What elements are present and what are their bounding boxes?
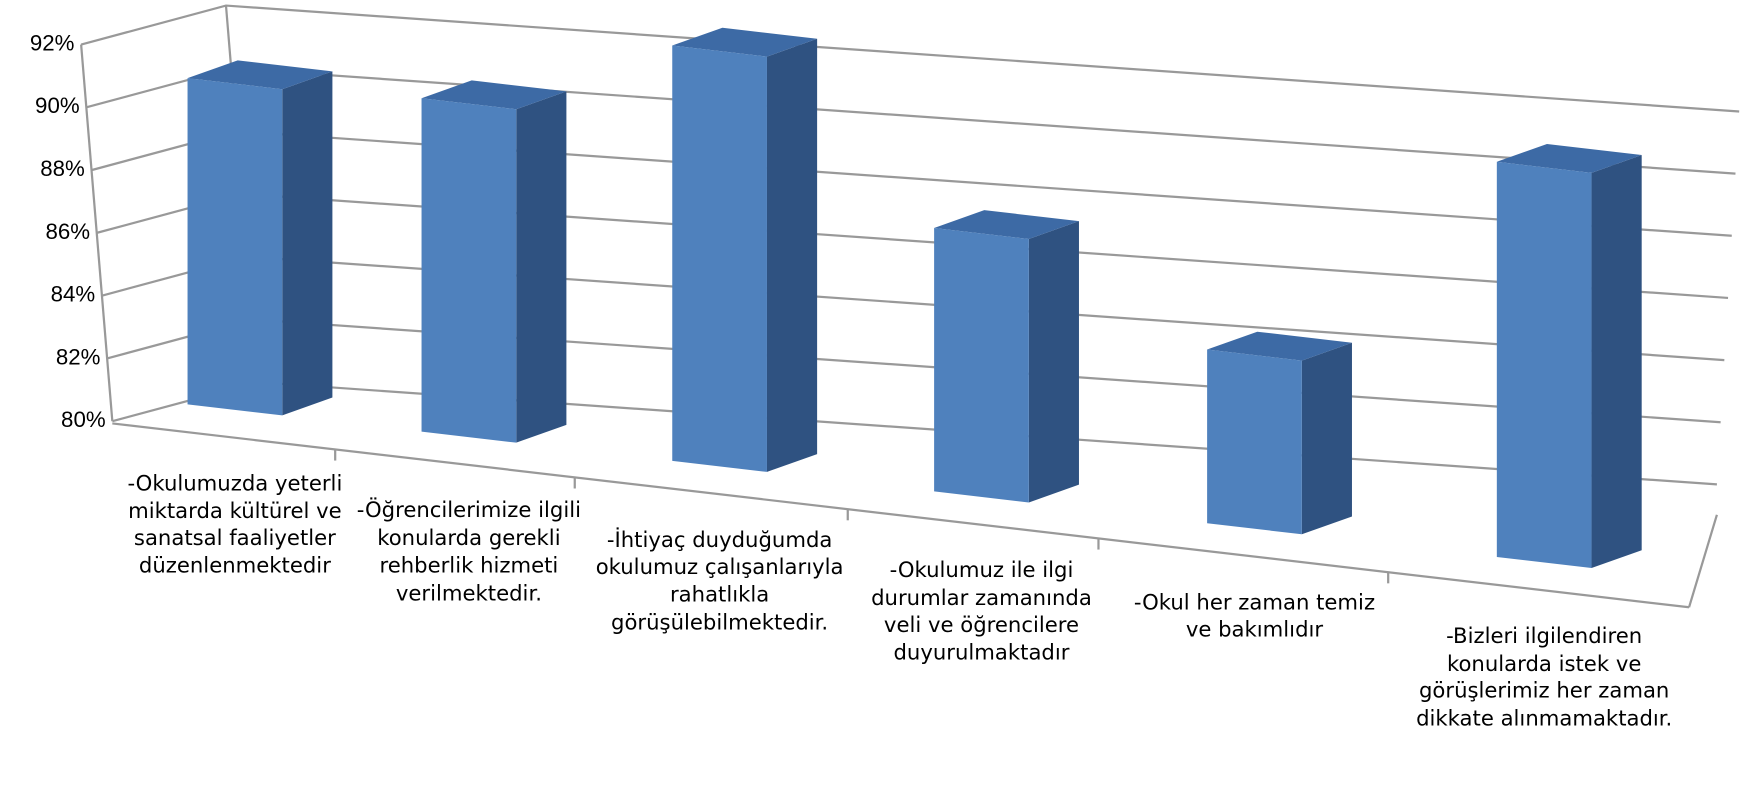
grid-line <box>91 129 1732 237</box>
bar-top <box>672 27 818 57</box>
bar-top <box>1207 331 1352 361</box>
bar <box>187 60 333 416</box>
bar-top <box>421 80 567 110</box>
floor-right-edge <box>1687 514 1718 608</box>
x-tick-label-box: -Bizleri ilgilendiren konularda istek ve… <box>1416 624 1673 732</box>
bar-side <box>1301 342 1352 535</box>
x-tick-label-box: -Okul her zaman temiz ve bakımlıdır <box>1133 590 1376 643</box>
bar-side <box>1028 221 1079 503</box>
bar-top <box>187 60 333 90</box>
x-tick-label-box: -İhtiyaç duyduğumda okulumuz çalışanları… <box>595 527 844 635</box>
bar-side <box>516 91 567 443</box>
y-tick-label: 88% <box>40 156 85 181</box>
y-tick-label: 90% <box>35 93 80 118</box>
floor-front-edge <box>112 422 1690 609</box>
grid-line <box>86 67 1736 175</box>
x-tick-label: -Bizleri ilgilendiren konularda istek ve… <box>1416 624 1673 732</box>
x-tick-label: -Okulumuz ile ilgi durumlar zamanında ve… <box>871 558 1092 666</box>
x-tick-label: -Öğrencilerimize ilgili konularda gerekl… <box>356 498 582 606</box>
grid-line <box>101 255 1725 362</box>
x-tick-label: -İhtiyaç duyduğumda okulumuz çalışanları… <box>595 527 844 635</box>
bar <box>1496 143 1642 569</box>
bar <box>934 210 1079 503</box>
bar-side <box>1591 155 1642 569</box>
grid-line <box>96 192 1729 300</box>
bar <box>672 27 818 472</box>
bar <box>1207 331 1352 535</box>
x-tick-label-box: -Okulumuz ile ilgi durumlar zamanında ve… <box>871 558 1092 666</box>
y-tick-label: 84% <box>51 282 96 307</box>
y-axis <box>80 44 114 422</box>
bar-side <box>282 71 333 416</box>
y-tick-label: 92% <box>30 30 75 55</box>
grid-line <box>112 381 1717 486</box>
bar-front <box>187 78 283 416</box>
x-tick-label: -Okulumuzda yeterli miktarda kültürel ve… <box>127 471 343 579</box>
x-tick-label: -Okul her zaman temiz ve bakımlıdır <box>1133 590 1376 643</box>
bar-top <box>1496 143 1642 173</box>
y-tick-label: 82% <box>56 344 101 369</box>
x-tick-label-box: -Okulumuzda yeterli miktarda kültürel ve… <box>127 471 343 579</box>
bar-front <box>1207 349 1302 535</box>
bar-front <box>421 98 517 443</box>
bar-front <box>1496 161 1592 569</box>
grid-line <box>106 318 1721 424</box>
y-tick-label: 80% <box>61 407 106 432</box>
bar-side <box>766 38 818 472</box>
bar <box>421 80 567 443</box>
bar-front <box>672 45 767 472</box>
bar-top <box>934 210 1079 239</box>
bar-front <box>934 227 1029 503</box>
x-tick-label-box: -Öğrencilerimize ilgili konularda gerekl… <box>356 498 582 606</box>
y-tick-label: 86% <box>45 219 90 244</box>
